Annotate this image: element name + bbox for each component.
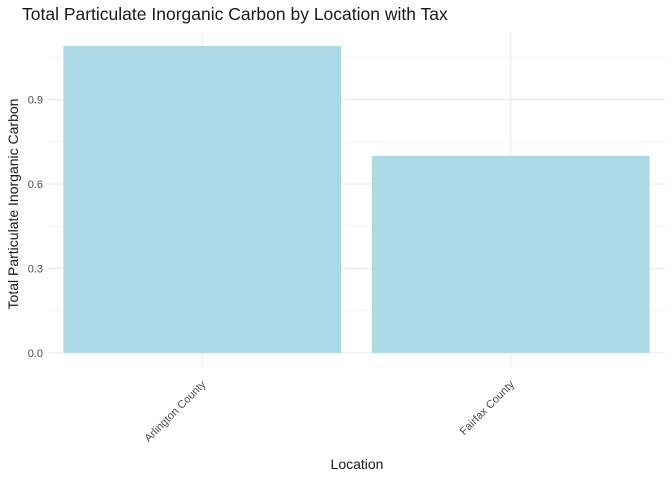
y-tick-label: 0.9 (28, 95, 43, 107)
bar-fairfax-county (371, 155, 650, 353)
x-tick-label: Arlington County (142, 378, 208, 444)
x-tick-label: Fairfax County (458, 378, 517, 437)
x-tick-labels: Arlington County Fairfax County (142, 378, 517, 444)
y-axis-title: Total Particulate Inorganic Carbon (5, 99, 21, 310)
y-tick-label: 0.3 (28, 263, 43, 275)
chart-title: Total Particulate Inorganic Carbon by Lo… (22, 4, 448, 24)
y-tick-label: 0.6 (28, 179, 43, 191)
y-tick-labels: 0.0 0.3 0.6 0.9 (28, 95, 43, 360)
y-tick-label: 0.0 (28, 348, 43, 360)
bar-arlington-county (63, 46, 342, 353)
x-axis-title: Location (331, 456, 384, 472)
bars (63, 46, 650, 353)
